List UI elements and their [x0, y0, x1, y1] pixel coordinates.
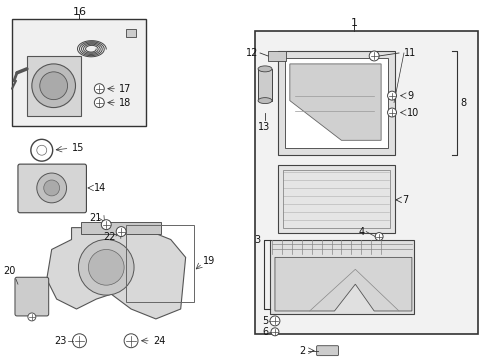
Bar: [277, 165, 394, 233]
Polygon shape: [274, 257, 411, 311]
FancyBboxPatch shape: [316, 346, 338, 356]
Bar: [267, 51, 285, 61]
Bar: [277, 51, 394, 155]
Text: 24: 24: [153, 336, 165, 346]
Circle shape: [270, 328, 278, 336]
Text: 4: 4: [357, 226, 364, 237]
Circle shape: [374, 233, 382, 240]
Ellipse shape: [258, 66, 271, 72]
Circle shape: [269, 316, 279, 326]
Bar: [81, 222, 161, 234]
Text: 12: 12: [245, 48, 258, 58]
Text: 20: 20: [3, 266, 16, 276]
Bar: [283, 170, 389, 228]
Text: 3: 3: [253, 234, 260, 244]
Text: 7: 7: [401, 195, 407, 205]
Bar: [126, 225, 193, 302]
Text: 17: 17: [119, 84, 131, 94]
Circle shape: [124, 334, 138, 348]
Text: 9: 9: [406, 91, 412, 101]
Circle shape: [72, 334, 86, 348]
Bar: [269, 239, 413, 314]
Text: 15: 15: [71, 143, 84, 153]
Text: 19: 19: [202, 256, 214, 266]
Circle shape: [37, 173, 66, 203]
Bar: [285, 58, 387, 148]
Circle shape: [368, 51, 378, 61]
Bar: [12, 19, 145, 126]
Circle shape: [40, 72, 67, 100]
Text: 10: 10: [406, 108, 418, 117]
Polygon shape: [27, 56, 81, 116]
Text: 8: 8: [460, 98, 466, 108]
Ellipse shape: [258, 98, 271, 104]
FancyBboxPatch shape: [15, 277, 49, 316]
Circle shape: [28, 313, 36, 321]
Text: 23: 23: [54, 336, 66, 346]
Text: 18: 18: [119, 98, 131, 108]
Text: 5: 5: [261, 316, 267, 326]
Text: 2: 2: [299, 346, 305, 356]
Circle shape: [94, 98, 104, 108]
Circle shape: [32, 64, 75, 108]
Text: 14: 14: [94, 183, 106, 193]
Text: 13: 13: [257, 122, 269, 132]
Text: 16: 16: [72, 7, 86, 17]
Circle shape: [387, 91, 396, 100]
Polygon shape: [47, 228, 185, 319]
Circle shape: [101, 220, 111, 230]
Circle shape: [116, 227, 126, 237]
Circle shape: [78, 239, 134, 295]
Text: 6: 6: [262, 327, 267, 337]
Circle shape: [94, 84, 104, 94]
Circle shape: [43, 180, 60, 196]
Circle shape: [387, 108, 396, 117]
Circle shape: [88, 249, 124, 285]
Bar: [126, 29, 136, 37]
Text: 11: 11: [403, 48, 415, 58]
Bar: [258, 69, 271, 100]
FancyBboxPatch shape: [18, 164, 86, 213]
Polygon shape: [289, 64, 380, 140]
Text: 22: 22: [103, 231, 116, 242]
Bar: [255, 31, 477, 334]
Text: 21: 21: [89, 213, 101, 223]
Text: 1: 1: [350, 18, 357, 28]
